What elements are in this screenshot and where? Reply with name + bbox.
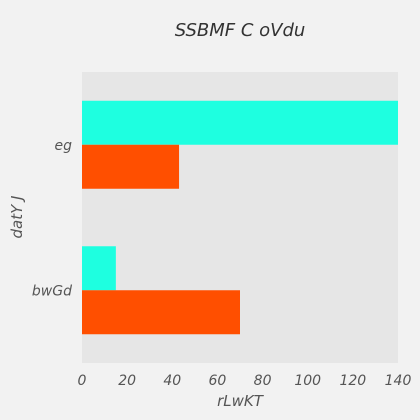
x-tick-label: 20: [118, 373, 136, 389]
y-tick-label: bwGd: [32, 283, 72, 299]
bars-group: [82, 100, 398, 335]
y-axis-label: datY J: [8, 196, 26, 239]
x-tick-label: 80: [254, 373, 272, 389]
y-tick-label: eg: [55, 138, 73, 154]
bar-eg-series-2: [82, 144, 180, 189]
y-tick-labels: eg bwGd: [32, 138, 72, 300]
x-axis-label: rLwKT: [217, 392, 265, 410]
x-tick-label: 120: [339, 373, 366, 389]
bar-eg-series-1: [82, 100, 398, 145]
x-tick-label: 100: [294, 373, 321, 389]
x-tick-labels: 0 20 40 60 80 100 120 140: [78, 373, 412, 389]
x-tick-label: 0: [78, 373, 87, 389]
bar-bwGd-series-2: [82, 290, 240, 335]
chart-title: SSBMF C oVdu: [175, 20, 306, 41]
x-tick-label: 140: [385, 373, 412, 389]
bar-bwGd-series-1: [82, 246, 116, 291]
x-tick-label: 40: [163, 373, 181, 389]
x-tick-label: 60: [209, 373, 227, 389]
